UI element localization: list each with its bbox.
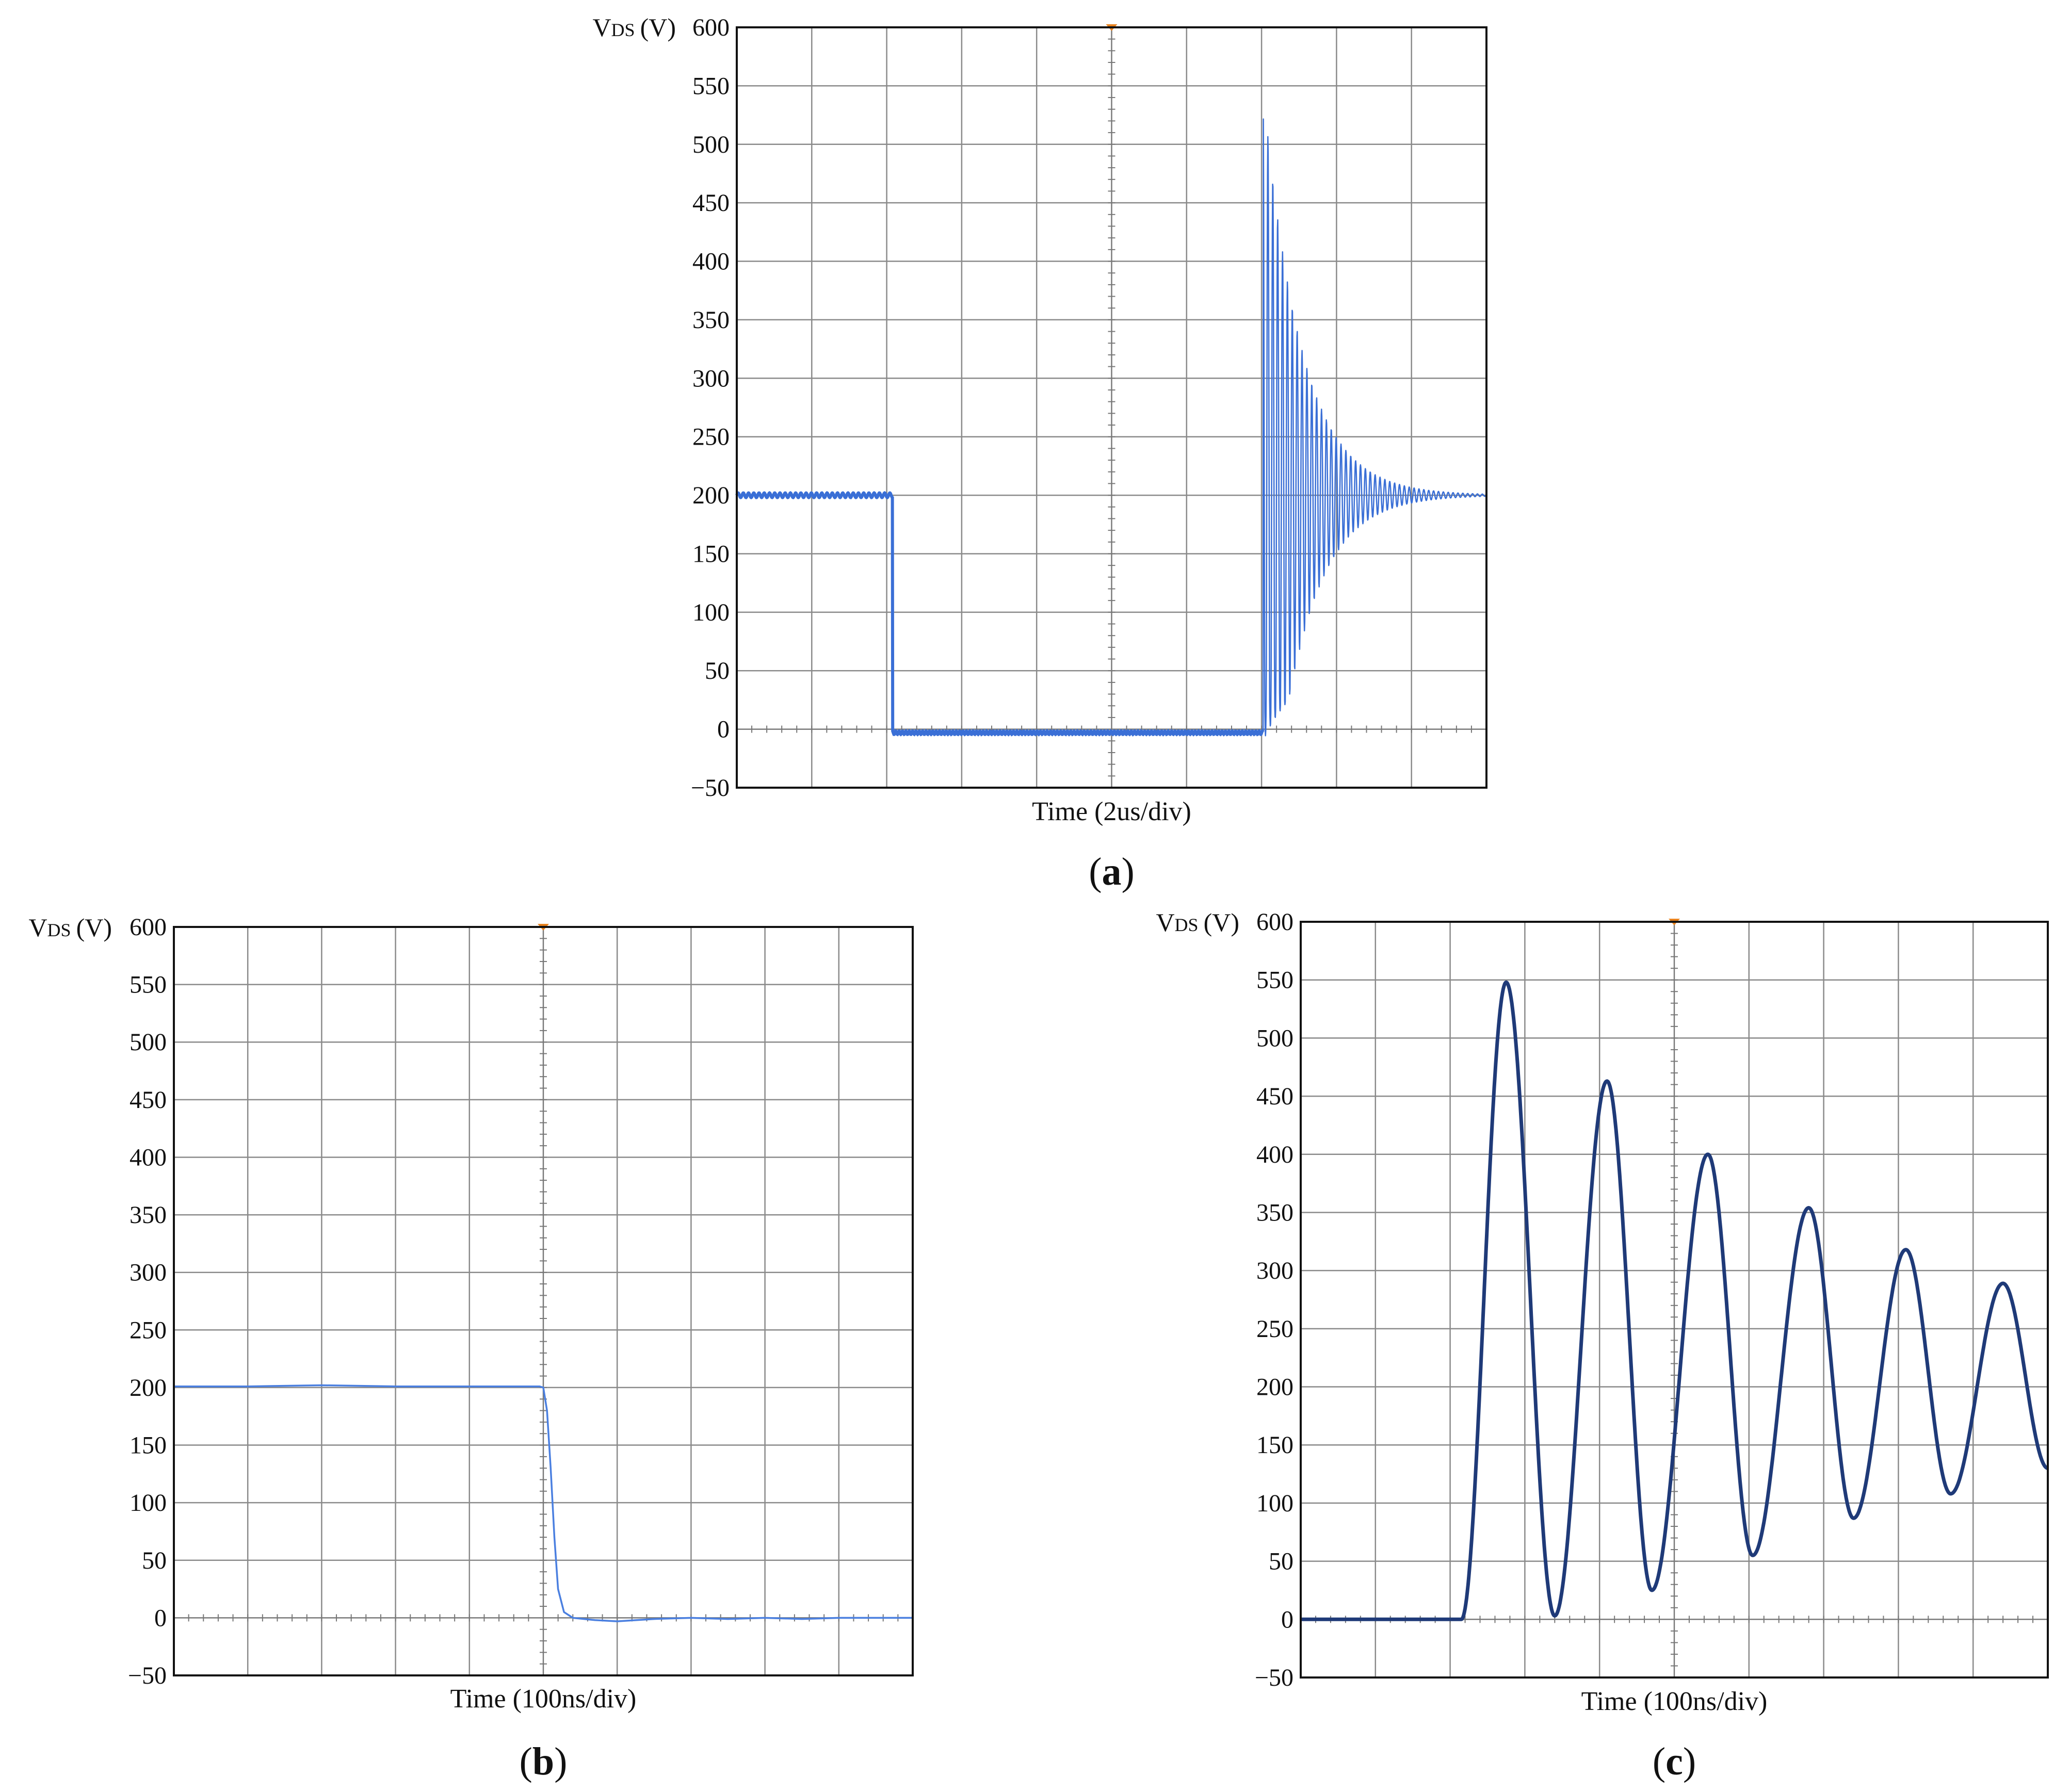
panel-a: −50050100150200250300350400450500550600 …: [592, 13, 1487, 893]
y-tick-label: 600: [1256, 908, 1293, 936]
y-tick-label: −50: [1255, 1664, 1293, 1691]
panel-c: −50050100150200250300350400450500550600 …: [1156, 908, 2049, 1783]
grid-c: [1300, 919, 2048, 1678]
y-axis-label-sub: DS: [1175, 915, 1199, 935]
y-tick-label: −50: [691, 774, 730, 802]
y-tick-label: 400: [692, 248, 730, 275]
y-tick-label: 100: [130, 1489, 167, 1517]
plot-frame-b: [173, 926, 914, 1676]
y-tick-label: 250: [692, 423, 730, 451]
y-tick-label: 550: [1256, 967, 1293, 994]
y-tick-label: 50: [705, 657, 730, 685]
y-tick-label: 0: [1281, 1606, 1293, 1633]
plot-frame-c: [1300, 921, 2049, 1679]
x-axis-label-c: Time (100ns/div): [1581, 1687, 1768, 1716]
trace-c: [1301, 980, 2049, 1621]
y-tick-label: 150: [692, 540, 730, 567]
y-tick-label: 400: [1256, 1141, 1293, 1168]
y-tick-label: 450: [130, 1086, 167, 1114]
y-tick-label: 300: [692, 365, 730, 392]
plot-frame-a: [736, 26, 1487, 789]
panel-caption-b: (b): [520, 1740, 568, 1783]
x-axis-label-b: Time (100ns/div): [450, 1684, 637, 1714]
y-tick-label: 0: [717, 716, 730, 743]
x-axis-label-a: Time (2us/div): [1032, 797, 1191, 826]
y-tick-label: 300: [130, 1259, 167, 1286]
y-tick-label: 500: [130, 1029, 167, 1056]
y-tick-label: 500: [692, 131, 730, 158]
y-axis-label-main: V: [1156, 908, 1174, 937]
y-axis-label-unit: (V): [640, 13, 676, 42]
series-line-flat: [735, 491, 1265, 737]
y-tick-labels-a: −50 0 50 100 150 200 250 300 350 400 450 500 550 600: [691, 14, 730, 802]
grid-a: [736, 24, 1487, 788]
trace-b: [174, 1384, 913, 1622]
y-axis-label-main: V: [28, 913, 47, 942]
y-tick-label: 150: [130, 1432, 167, 1459]
y-tick-labels-c: −50 0 50 100 150 200 250 300 350 400 450 500 550 600: [1255, 908, 1293, 1691]
trace-a: [735, 118, 1487, 737]
y-axis-label-main: V: [592, 13, 611, 42]
y-axis-label-b: VDS (V): [28, 913, 112, 942]
y-tick-label: 100: [692, 599, 730, 626]
panel-caption-a: (a): [1089, 850, 1135, 893]
y-tick-label: 0: [154, 1604, 167, 1632]
y-tick-label: 550: [692, 72, 730, 100]
y-tick-label: 200: [692, 482, 730, 509]
y-tick-labels-b: −50 0 50 100 150 200 250 300 350 400 450 500 550 600: [128, 914, 167, 1689]
y-tick-label: 600: [692, 14, 730, 41]
grid-b: [173, 924, 913, 1676]
y-tick-label: 350: [130, 1201, 167, 1229]
y-tick-label: 550: [130, 971, 167, 999]
y-tick-label: 600: [130, 914, 167, 941]
y-axis-label-a: VDS (V): [592, 13, 676, 42]
series-line: [174, 1384, 913, 1622]
y-tick-label: 450: [1256, 1083, 1293, 1110]
y-tick-label: 50: [142, 1547, 167, 1574]
y-tick-label: 450: [692, 189, 730, 217]
y-tick-label: 200: [1256, 1374, 1293, 1401]
series-line: [1301, 980, 2049, 1621]
y-tick-label: 200: [130, 1374, 167, 1402]
y-tick-label: 250: [130, 1316, 167, 1344]
panel-b: −50050100150200250300350400450500550600 …: [28, 913, 914, 1783]
y-axis-label-sub: DS: [611, 20, 635, 40]
y-tick-label: 50: [1269, 1548, 1293, 1575]
y-tick-label: 150: [1256, 1431, 1293, 1459]
y-tick-label: 250: [1256, 1315, 1293, 1343]
y-axis-label-sub: DS: [47, 920, 71, 940]
y-tick-label: 500: [1256, 1024, 1293, 1052]
y-tick-label: 300: [1256, 1257, 1293, 1284]
y-axis-label-unit: (V): [76, 913, 112, 942]
panel-caption-c: (c): [1653, 1740, 1696, 1783]
y-tick-label: 400: [130, 1144, 167, 1171]
y-tick-label: −50: [128, 1662, 167, 1689]
y-tick-label: 350: [1256, 1199, 1293, 1226]
y-axis-label-unit: (V): [1204, 908, 1239, 937]
y-axis-label-c: VDS (V): [1156, 908, 1239, 937]
y-tick-label: 350: [692, 306, 730, 334]
y-tick-label: 100: [1256, 1490, 1293, 1517]
